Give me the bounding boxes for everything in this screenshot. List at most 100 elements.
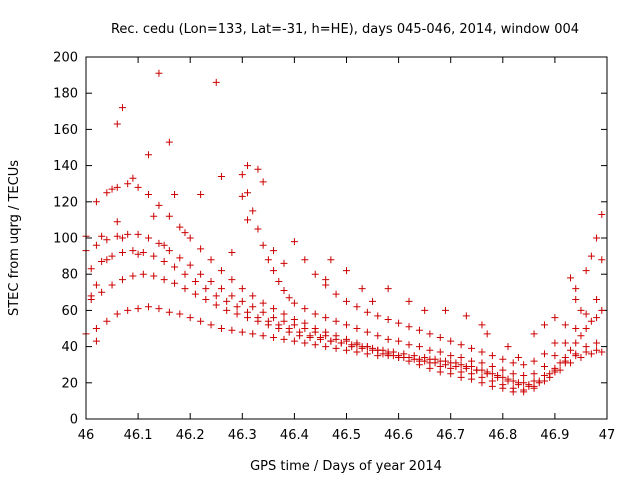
data-point-band-5 — [118, 248, 126, 256]
data-point-band-6 — [280, 286, 288, 294]
data-point-isolated — [150, 212, 158, 220]
data-point-isolated — [217, 172, 225, 180]
data-point-isolated — [462, 312, 470, 320]
data-point-isolated — [358, 285, 366, 293]
data-point-band-7 — [374, 312, 382, 320]
data-point-band-5 — [98, 258, 106, 266]
data-point-band-5 — [379, 350, 387, 358]
data-point-band-1 — [290, 337, 298, 345]
data-point-band-2 — [212, 301, 220, 309]
data-point-isolated — [145, 151, 153, 159]
y-tick-label: 100 — [53, 232, 78, 247]
data-point-band-1 — [280, 335, 288, 343]
data-point-isolated — [322, 276, 330, 284]
data-point-band-5 — [494, 372, 502, 380]
data-point-band-1 — [186, 314, 194, 322]
data-point-isolated — [369, 297, 377, 305]
data-point-band-7 — [395, 319, 403, 327]
data-point-band-6 — [551, 352, 559, 360]
data-point-band-5 — [150, 252, 158, 260]
x-tick-label: 46.5 — [332, 428, 361, 443]
data-point-isolated — [98, 232, 106, 240]
plot-frame — [85, 56, 608, 420]
data-point-band-7 — [457, 341, 465, 349]
data-point-band-7 — [551, 339, 559, 347]
data-point-band-5 — [369, 346, 377, 354]
data-point-band-6 — [436, 348, 444, 356]
y-axis-label: STEC from uqrg / TECUs — [7, 160, 22, 316]
data-point-band-7 — [415, 326, 423, 334]
data-point-band-4 — [447, 370, 455, 378]
x-tick-label: 47 — [599, 428, 616, 443]
data-point-isolated — [238, 192, 246, 200]
data-point-band-3 — [207, 277, 215, 285]
x-tick-label: 46.7 — [436, 428, 465, 443]
data-point-band-7 — [301, 256, 309, 264]
data-point-band-5 — [546, 370, 554, 378]
data-point-band-5 — [462, 364, 470, 372]
data-point-band-7 — [363, 308, 371, 316]
data-point-band-5 — [441, 361, 449, 369]
data-point-band-6 — [457, 353, 465, 361]
data-point-band-4 — [436, 368, 444, 376]
data-point-band-1 — [145, 303, 153, 311]
data-point-band-6 — [254, 225, 262, 233]
data-point-isolated — [567, 274, 575, 282]
data-point-band-4 — [249, 292, 257, 300]
data-point-band-4 — [124, 180, 132, 188]
y-tick-label: 20 — [61, 376, 78, 391]
data-point-band-1 — [124, 306, 132, 314]
data-point-isolated — [92, 281, 100, 289]
data-point-band-1 — [113, 310, 121, 318]
x-axis-label: GPS time / Days of year 2014 — [250, 459, 442, 474]
data-point-band-2 — [577, 353, 585, 361]
data-point-band-4 — [155, 201, 163, 209]
y-tick-label: 200 — [53, 51, 78, 66]
data-point-band-4 — [363, 343, 371, 351]
data-point-band-5 — [264, 317, 272, 325]
data-point-band-4 — [280, 310, 288, 318]
data-point-band-6 — [332, 317, 340, 325]
data-point-band-2 — [98, 288, 106, 296]
data-point-band-6 — [270, 267, 278, 275]
data-point-isolated — [92, 337, 100, 345]
data-point-band-4 — [311, 325, 319, 332]
data-point-band-7 — [593, 234, 601, 242]
data-point-isolated — [421, 306, 429, 314]
data-point-isolated — [118, 234, 126, 242]
data-point-band-6 — [499, 366, 507, 374]
data-point-isolated — [598, 210, 606, 218]
data-point-band-4 — [509, 388, 517, 396]
data-point-band-2 — [108, 281, 116, 289]
data-point-band-5 — [587, 317, 595, 325]
data-point-isolated — [572, 285, 580, 293]
data-point-isolated — [441, 306, 449, 314]
data-point-band-7 — [499, 355, 507, 363]
data-point-band-1 — [176, 310, 184, 318]
data-point-band-5 — [535, 377, 543, 385]
data-point-band-6 — [311, 310, 319, 318]
data-point-isolated — [155, 69, 163, 77]
data-point-band-1 — [92, 325, 100, 332]
data-point-band-7 — [405, 323, 413, 331]
data-point-isolated — [197, 191, 205, 199]
data-point-band-5 — [421, 357, 429, 365]
data-point-isolated — [181, 229, 189, 237]
data-point-band-6 — [384, 335, 392, 343]
data-point-band-7 — [447, 337, 455, 345]
data-point-isolated — [483, 330, 491, 338]
data-point-isolated — [530, 330, 538, 338]
data-point-band-7 — [426, 330, 434, 338]
data-point-band-5 — [254, 314, 262, 322]
data-point-band-6 — [285, 294, 293, 302]
data-point-band-5 — [431, 359, 439, 367]
data-point-band-7 — [540, 350, 548, 358]
data-point-band-1 — [238, 328, 246, 336]
data-point-band-7 — [509, 359, 517, 367]
data-point-band-1 — [103, 317, 111, 325]
data-point-isolated — [254, 165, 262, 173]
data-point-band-3 — [270, 314, 278, 322]
data-point-band-5 — [233, 303, 241, 311]
data-point-band-5 — [514, 379, 522, 387]
data-point-band-7 — [343, 297, 350, 305]
